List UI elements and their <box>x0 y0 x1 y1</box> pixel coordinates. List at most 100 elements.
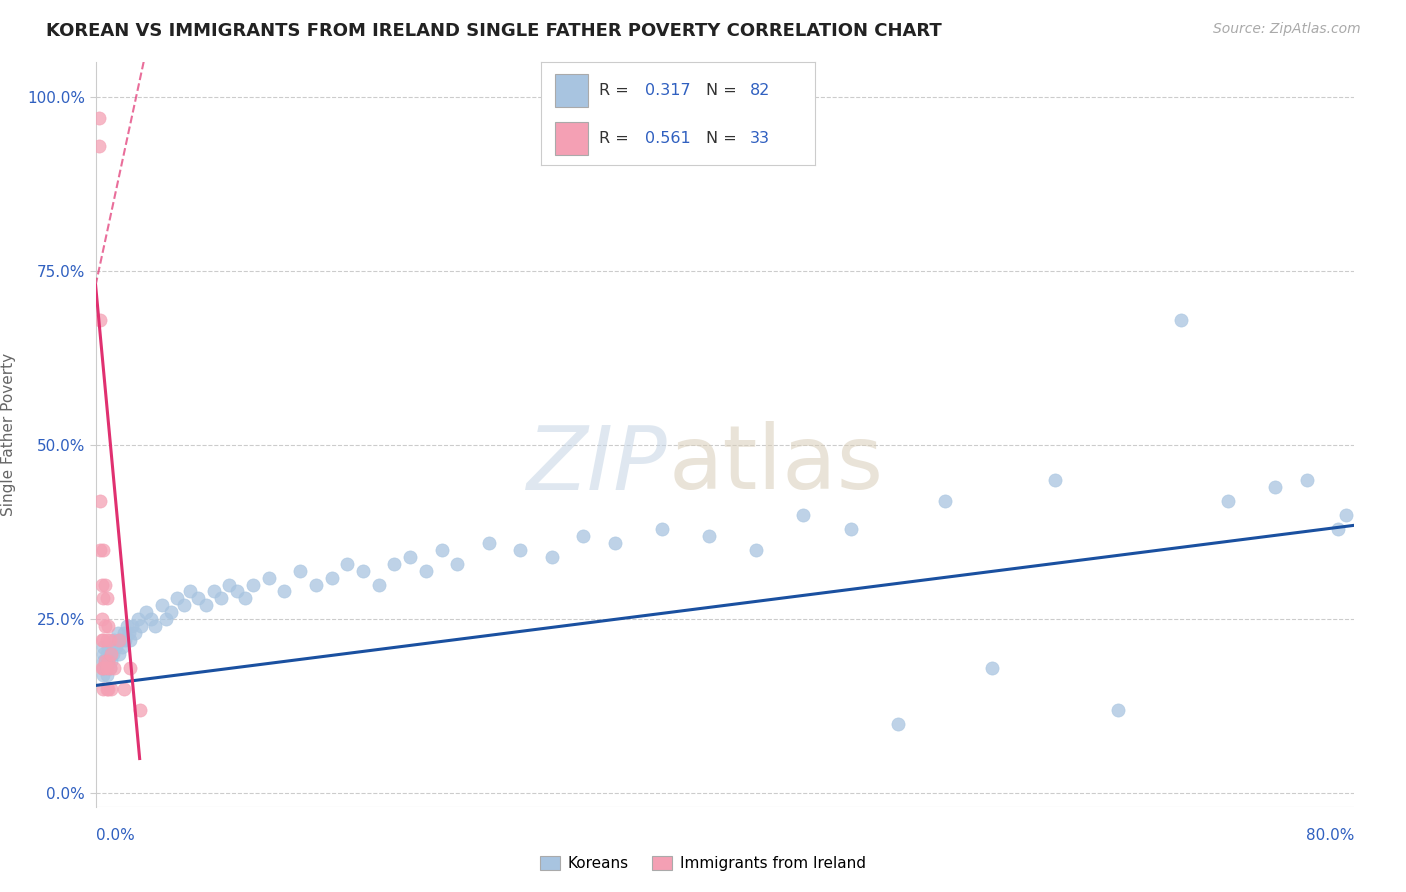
Point <box>112 626 135 640</box>
Point <box>1264 480 1286 494</box>
Text: 0.317: 0.317 <box>645 83 692 97</box>
Point <box>981 661 1004 675</box>
Point <box>430 542 453 557</box>
Point <box>96 633 118 648</box>
Point <box>107 626 129 640</box>
Point <box>187 591 209 606</box>
Point <box>93 661 115 675</box>
Point <box>166 591 188 606</box>
Point <box>173 599 195 613</box>
Point <box>1218 494 1240 508</box>
Point <box>127 612 149 626</box>
Point <box>121 619 143 633</box>
Point <box>97 654 120 668</box>
Point <box>96 681 118 696</box>
Point <box>96 647 118 661</box>
Point <box>98 661 121 675</box>
Text: 82: 82 <box>749 83 770 97</box>
Point <box>93 591 115 606</box>
Point <box>211 591 233 606</box>
Legend: Koreans, Immigrants from Ireland: Koreans, Immigrants from Ireland <box>534 850 872 877</box>
Text: Source: ZipAtlas.com: Source: ZipAtlas.com <box>1213 22 1361 37</box>
Point <box>110 633 132 648</box>
Point <box>93 681 115 696</box>
Point <box>572 529 595 543</box>
Point <box>128 703 150 717</box>
Text: atlas: atlas <box>668 421 883 508</box>
Point <box>887 716 910 731</box>
Point <box>446 557 468 571</box>
Point <box>934 494 956 508</box>
Point <box>90 612 112 626</box>
Point <box>100 654 122 668</box>
Text: R =: R = <box>599 83 634 97</box>
Point <box>93 654 115 668</box>
Bar <box>555 122 588 155</box>
Text: 33: 33 <box>749 131 769 146</box>
Text: N =: N = <box>706 83 742 97</box>
Point <box>792 508 814 522</box>
Point <box>336 557 359 571</box>
Point <box>273 584 295 599</box>
Point <box>97 640 120 655</box>
Point <box>94 577 117 591</box>
Point <box>98 661 121 675</box>
Point <box>96 591 118 606</box>
Point <box>415 564 437 578</box>
Point <box>242 577 264 591</box>
Point <box>101 647 124 661</box>
Point <box>89 313 111 327</box>
Point <box>93 647 115 661</box>
Point <box>321 570 343 584</box>
Point <box>399 549 422 564</box>
Point <box>160 605 183 619</box>
Point <box>96 668 118 682</box>
Point <box>93 668 115 682</box>
Point <box>202 584 225 599</box>
Point <box>1170 313 1192 327</box>
Point <box>97 654 120 668</box>
Text: KOREAN VS IMMIGRANTS FROM IRELAND SINGLE FATHER POVERTY CORRELATION CHART: KOREAN VS IMMIGRANTS FROM IRELAND SINGLE… <box>46 22 942 40</box>
Text: 0.0%: 0.0% <box>96 828 135 843</box>
Point <box>129 619 152 633</box>
Point <box>105 640 128 655</box>
Point <box>288 564 311 578</box>
Point <box>218 577 240 591</box>
Point <box>194 599 217 613</box>
Point <box>135 605 157 619</box>
Text: N =: N = <box>706 131 742 146</box>
Point <box>115 619 138 633</box>
Point <box>94 661 117 675</box>
Point <box>1107 703 1129 717</box>
Point <box>114 633 136 648</box>
Point <box>90 633 112 648</box>
Point <box>94 619 117 633</box>
Point <box>150 599 173 613</box>
Point <box>89 494 111 508</box>
Point <box>100 640 122 655</box>
Text: ZIP: ZIP <box>527 422 668 508</box>
Point <box>155 612 177 626</box>
Point <box>98 633 121 648</box>
Point <box>98 647 121 661</box>
Point <box>97 619 120 633</box>
Point <box>112 681 135 696</box>
Point <box>93 661 115 675</box>
Point <box>367 577 389 591</box>
Point <box>103 661 125 675</box>
Point <box>93 640 115 655</box>
Point <box>651 522 673 536</box>
Point <box>384 557 406 571</box>
Text: R =: R = <box>599 131 634 146</box>
Point <box>93 633 115 648</box>
Point <box>108 647 131 661</box>
Point <box>100 681 122 696</box>
Point <box>352 564 374 578</box>
Point <box>96 661 118 675</box>
Point <box>94 654 117 668</box>
Point <box>226 584 249 599</box>
Point <box>120 661 142 675</box>
Point <box>603 535 626 549</box>
Point <box>1043 473 1066 487</box>
Point <box>233 591 256 606</box>
